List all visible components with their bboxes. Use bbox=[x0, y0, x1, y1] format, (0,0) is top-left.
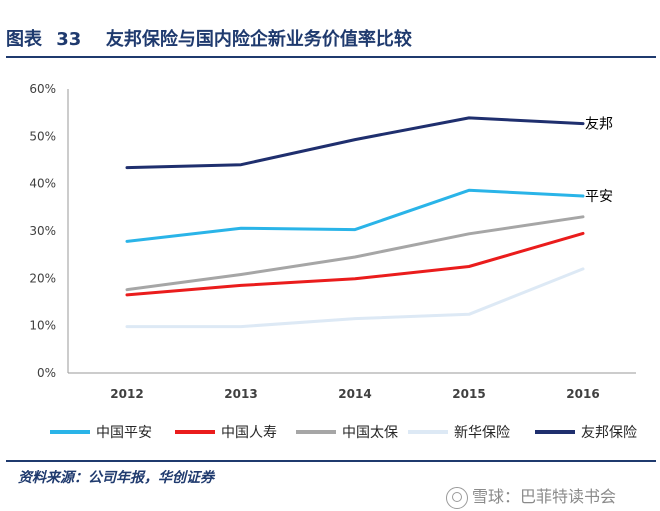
figure-label: 图表 bbox=[6, 29, 42, 50]
legend-label: 中国人寿 bbox=[221, 424, 277, 441]
x-tick-label: 2015 bbox=[452, 387, 485, 401]
chart-title: 图表 33 友邦保险与国内险企新业务价值率比较 bbox=[6, 26, 656, 58]
watermark: 雪球：巴菲特读书会 bbox=[446, 483, 616, 509]
y-tick-label: 60% bbox=[29, 82, 56, 96]
source-note: 资料来源：公司年报，华创证券 bbox=[18, 470, 214, 486]
line-end-annotation: 平安 bbox=[585, 189, 613, 205]
x-tick-label: 2014 bbox=[338, 387, 371, 401]
series-line bbox=[125, 231, 585, 297]
legend-label: 友邦保险 bbox=[581, 425, 637, 441]
series-line bbox=[125, 215, 585, 292]
legend-label: 中国太保 bbox=[342, 425, 398, 441]
figure-number: 33 bbox=[56, 29, 82, 50]
y-tick-label: 0% bbox=[37, 366, 56, 380]
line-end-annotation: 友邦 bbox=[585, 117, 613, 133]
series-line bbox=[125, 116, 585, 170]
y-tick-label: 40% bbox=[29, 177, 56, 191]
series-line bbox=[125, 188, 585, 243]
line-chart: 0% 10% 20% 30% 40% 50% 60% 2012 2013 2014 2015 201… bbox=[29, 82, 637, 441]
y-tick-label: 20% bbox=[29, 271, 56, 285]
figure-title-text: 友邦保险与国内险企新业务价值率比较 bbox=[105, 29, 412, 50]
y-tick-label: 50% bbox=[29, 129, 56, 143]
legend-label: 中国平安 bbox=[96, 425, 152, 441]
x-tick-label: 2012 bbox=[110, 387, 143, 401]
source-divider bbox=[6, 460, 656, 462]
snowball-icon bbox=[446, 486, 468, 509]
watermark-text: 雪球：巴菲特读书会 bbox=[472, 487, 617, 506]
x-tick-label: 2013 bbox=[224, 387, 257, 401]
legend-label: 新华保险 bbox=[454, 425, 510, 441]
y-tick-label: 30% bbox=[29, 224, 56, 238]
x-tick-label: 2016 bbox=[566, 387, 599, 401]
y-tick-label: 10% bbox=[29, 319, 56, 333]
series-line bbox=[125, 267, 585, 329]
